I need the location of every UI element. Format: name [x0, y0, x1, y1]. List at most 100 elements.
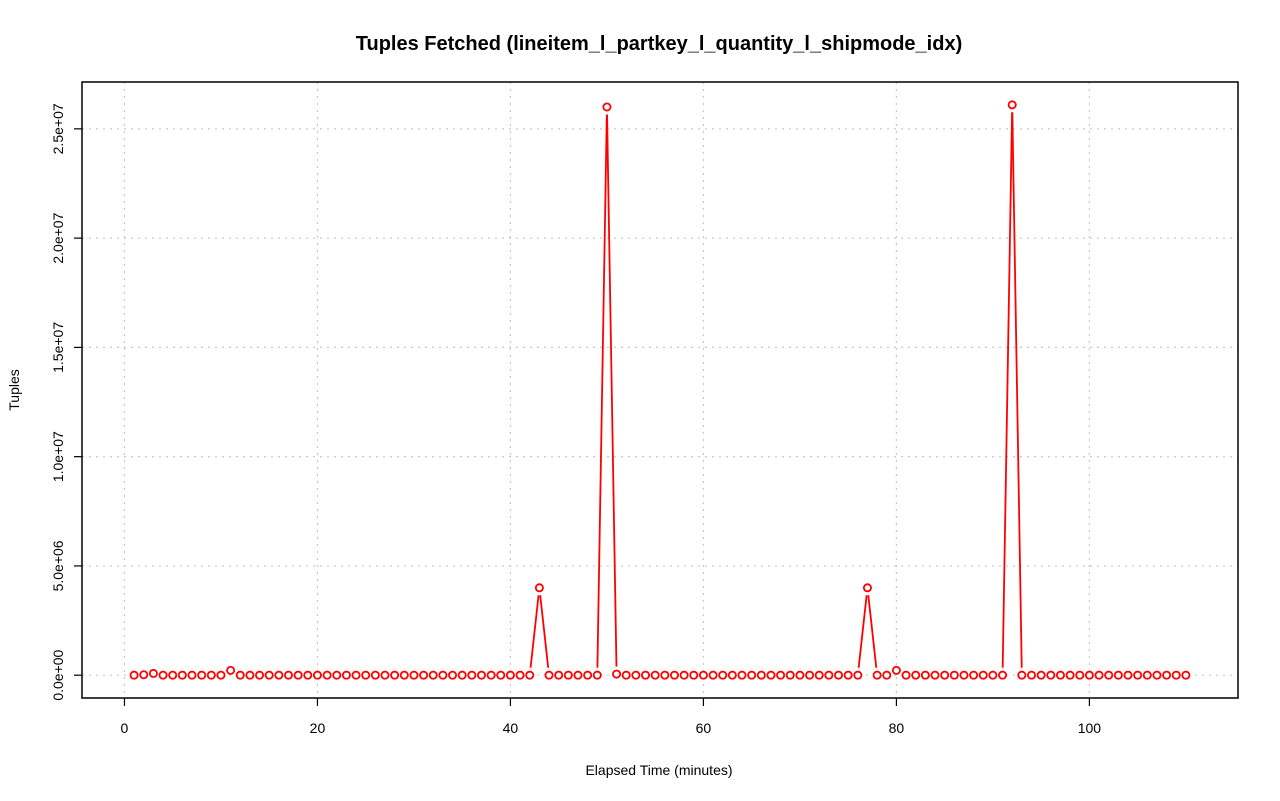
data-point	[1046, 670, 1056, 680]
data-point	[448, 670, 458, 680]
data-point	[805, 670, 815, 680]
data-point	[698, 670, 708, 680]
series-line-segment	[857, 595, 868, 668]
data-point	[515, 670, 525, 680]
data-point	[496, 670, 506, 680]
series-line-segment	[1001, 112, 1013, 668]
series-line-segment	[606, 114, 618, 667]
data-point	[486, 670, 496, 680]
x-tick-label: 20	[310, 720, 326, 736]
data-point	[226, 665, 236, 675]
data-point	[978, 670, 988, 680]
data-point	[708, 670, 718, 680]
data-point	[766, 670, 776, 680]
data-point	[669, 670, 679, 680]
data-point	[177, 670, 187, 680]
data-point	[563, 670, 573, 680]
data-point	[592, 670, 602, 680]
x-tick-label: 0	[121, 720, 129, 736]
series-line-segment	[539, 595, 550, 668]
data-point	[1027, 670, 1037, 680]
series-tuples	[129, 100, 1191, 680]
data-point	[544, 670, 554, 680]
data-point	[650, 670, 660, 680]
y-tick-label: 2.5e+07	[50, 103, 66, 154]
data-point	[631, 670, 641, 680]
data-point	[361, 670, 371, 680]
data-point	[476, 670, 486, 680]
data-point	[1055, 670, 1065, 680]
data-point	[949, 670, 959, 680]
data-point	[583, 670, 593, 680]
data-point	[525, 670, 535, 680]
data-point	[756, 670, 766, 680]
data-point	[409, 670, 419, 680]
y-axis-label: Tuples	[6, 369, 22, 411]
data-point	[824, 670, 834, 680]
data-point	[1152, 670, 1162, 680]
data-point	[322, 670, 332, 680]
data-point	[1181, 670, 1191, 680]
data-point	[660, 670, 670, 680]
data-point	[862, 583, 872, 593]
data-point	[274, 670, 284, 680]
y-tick-label: 1.5e+07	[50, 322, 66, 373]
data-point	[891, 665, 901, 675]
data-point	[814, 670, 824, 680]
data-point	[1017, 670, 1027, 680]
x-tick-label: 80	[889, 720, 905, 736]
data-point	[341, 670, 351, 680]
data-point	[148, 668, 158, 678]
data-point	[737, 670, 747, 680]
data-point	[882, 670, 892, 680]
data-point	[1104, 670, 1114, 680]
data-point	[776, 670, 786, 680]
data-point	[554, 670, 564, 680]
data-point	[187, 670, 197, 680]
data-point	[998, 670, 1008, 680]
data-point	[1094, 670, 1104, 680]
data-point	[621, 670, 631, 680]
data-point	[1123, 670, 1133, 680]
plot-frame	[81, 81, 1239, 699]
data-point	[197, 670, 207, 680]
data-point	[1113, 670, 1123, 680]
data-point	[158, 670, 168, 680]
data-point	[641, 670, 651, 680]
y-tick-label: 2.0e+07	[50, 212, 66, 263]
data-point	[1036, 670, 1046, 680]
data-point	[843, 670, 853, 680]
data-point	[602, 102, 612, 112]
data-point	[747, 670, 757, 680]
data-point	[534, 583, 544, 593]
data-point	[689, 670, 699, 680]
y-tick-label: 0.0e+00	[50, 649, 66, 700]
axes: 0 20 40 60 80 100 0.0e+00 5.0e+06 1.0e+07 1.5e+07…	[50, 103, 1101, 736]
data-point	[312, 670, 322, 680]
data-point	[283, 670, 293, 680]
data-point	[834, 670, 844, 680]
data-point	[853, 670, 863, 680]
data-point	[1142, 670, 1152, 680]
data-point	[573, 670, 583, 680]
data-point	[467, 670, 477, 680]
data-point	[1065, 670, 1075, 680]
y-tick-label: 5.0e+06	[50, 540, 66, 591]
data-point	[1007, 100, 1017, 110]
chart-title: Tuples Fetched (lineitem_l_partkey_l_qua…	[356, 33, 962, 55]
data-point	[930, 670, 940, 680]
data-point	[901, 670, 911, 680]
data-point	[920, 670, 930, 680]
series-line-segment	[529, 595, 540, 668]
data-point	[390, 670, 400, 680]
x-tick-label: 40	[503, 720, 519, 736]
data-point	[1133, 670, 1143, 680]
x-axis-label: Elapsed Time (minutes)	[585, 762, 732, 778]
data-point	[168, 670, 178, 680]
data-point	[255, 670, 265, 680]
data-point	[419, 670, 429, 680]
data-point	[718, 670, 728, 680]
y-tick-label: 1.0e+07	[50, 431, 66, 482]
data-point	[399, 670, 409, 680]
